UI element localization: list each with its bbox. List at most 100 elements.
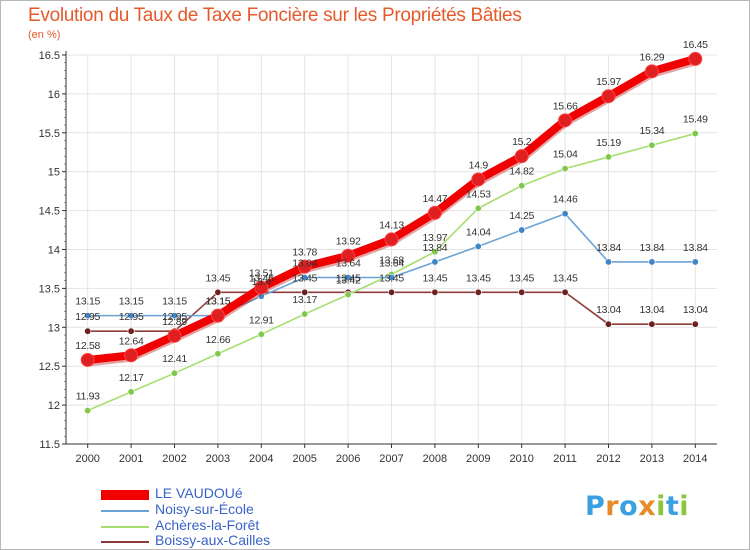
data-point-acheres-la-foret xyxy=(691,130,699,138)
data-label-noisy-sur-ecole: 13.84 xyxy=(596,242,621,254)
data-label-acheres-la-foret: 13.17 xyxy=(292,294,317,306)
data-point-noisy-sur-ecole xyxy=(691,258,699,266)
data-label-boissy-aux-cailles: 12.95 xyxy=(75,311,100,323)
data-point-noisy-sur-ecole xyxy=(561,210,569,218)
data-label-le-vaudoue: 15.2 xyxy=(512,136,532,148)
x-tick-label: 2013 xyxy=(640,453,664,465)
data-label-noisy-sur-ecole: 13.15 xyxy=(75,296,100,308)
y-tick-label: 14 xyxy=(48,245,60,257)
data-label-noisy-sur-ecole: 13.84 xyxy=(640,242,665,254)
legend-swatch-noisy-sur-ecole xyxy=(101,510,149,512)
data-point-le-vaudoue xyxy=(471,172,486,187)
x-tick-label: 2007 xyxy=(379,453,403,465)
data-label-boissy-aux-cailles: 13.45 xyxy=(553,272,578,284)
data-point-boissy-aux-cailles xyxy=(604,320,612,328)
chart-title: Evolution du Taux de Taxe Foncière sur l… xyxy=(28,5,522,26)
data-point-le-vaudoue xyxy=(210,308,225,323)
x-tick-label: 2005 xyxy=(292,453,316,465)
data-label-boissy-aux-cailles: 13.45 xyxy=(206,272,231,284)
data-point-boissy-aux-cailles xyxy=(561,288,569,296)
data-point-acheres-la-foret xyxy=(84,407,92,415)
data-point-le-vaudoue xyxy=(427,205,442,220)
data-label-boissy-aux-cailles: 13.45 xyxy=(423,272,448,284)
data-point-boissy-aux-cailles xyxy=(387,288,395,296)
data-label-noisy-sur-ecole: 13.15 xyxy=(206,296,231,308)
chart-subtitle: (en %) xyxy=(28,29,61,41)
data-point-noisy-sur-ecole xyxy=(127,312,135,320)
data-label-le-vaudoue: 14.13 xyxy=(379,219,404,231)
data-point-boissy-aux-cailles xyxy=(214,288,222,296)
data-label-le-vaudoue: 15.66 xyxy=(553,100,578,112)
y-tick-label: 12 xyxy=(48,400,60,412)
data-label-le-vaudoue: 13.51 xyxy=(249,268,274,280)
x-tick-label: 2003 xyxy=(206,453,230,465)
data-point-boissy-aux-cailles xyxy=(84,327,92,335)
data-label-acheres-la-foret: 12.66 xyxy=(206,334,231,346)
legend-label-noisy-sur-ecole: Noisy-sur-École xyxy=(155,501,254,517)
data-point-le-vaudoue xyxy=(384,232,399,247)
data-label-noisy-sur-ecole: 13.64 xyxy=(379,258,404,270)
y-tick-label: 11.5 xyxy=(39,439,60,451)
data-label-boissy-aux-cailles: 13.04 xyxy=(640,304,665,316)
data-point-le-vaudoue xyxy=(167,328,182,343)
data-point-boissy-aux-cailles xyxy=(474,288,482,296)
data-label-noisy-sur-ecole: 14.46 xyxy=(553,194,578,206)
y-tick-label: 16 xyxy=(48,89,60,101)
data-label-le-vaudoue: 14.47 xyxy=(423,193,448,205)
data-point-le-vaudoue xyxy=(514,149,529,164)
logo-letter: r xyxy=(605,491,620,522)
data-label-acheres-la-foret: 15.49 xyxy=(683,114,708,126)
data-point-acheres-la-foret xyxy=(518,182,526,190)
data-label-le-vaudoue: 16.45 xyxy=(683,39,708,51)
legend-label-acheres-la-foret: Achères-la-Forêt xyxy=(155,517,260,533)
data-label-acheres-la-foret: 14.82 xyxy=(509,166,534,178)
data-point-noisy-sur-ecole xyxy=(431,258,439,266)
legend-swatch-acheres-la-foret xyxy=(101,526,149,528)
legend-swatch-boissy-aux-cailles xyxy=(101,541,149,543)
data-point-boissy-aux-cailles xyxy=(127,327,135,335)
data-label-noisy-sur-ecole: 13.84 xyxy=(683,242,708,254)
data-label-boissy-aux-cailles: 13.45 xyxy=(379,272,404,284)
legend-label-le-vaudoue: LE VAUDOUé xyxy=(155,485,243,501)
data-point-boissy-aux-cailles xyxy=(431,288,439,296)
data-point-noisy-sur-ecole xyxy=(648,258,656,266)
data-label-noisy-sur-ecole: 13.84 xyxy=(423,242,448,254)
data-point-acheres-la-foret xyxy=(127,388,135,396)
data-label-acheres-la-foret: 13.42 xyxy=(336,275,361,287)
data-point-boissy-aux-cailles xyxy=(301,288,309,296)
data-label-le-vaudoue: 13.15 xyxy=(206,296,231,308)
data-point-acheres-la-foret xyxy=(648,141,656,149)
data-point-acheres-la-foret xyxy=(604,153,612,161)
data-point-le-vaudoue xyxy=(341,248,356,263)
proxiti-logo: Proxiti xyxy=(585,491,689,522)
data-label-boissy-aux-cailles: 13.45 xyxy=(336,272,361,284)
data-point-boissy-aux-cailles xyxy=(518,288,526,296)
x-tick-label: 2002 xyxy=(162,453,186,465)
data-label-noisy-sur-ecole: 14.04 xyxy=(466,226,491,238)
x-tick-label: 2000 xyxy=(75,453,99,465)
data-point-noisy-sur-ecole xyxy=(387,274,395,282)
x-tick-label: 2006 xyxy=(336,453,360,465)
data-label-le-vaudoue: 13.92 xyxy=(336,236,361,248)
y-tick-label: 13 xyxy=(48,322,60,334)
data-point-le-vaudoue xyxy=(80,352,95,367)
x-tick-label: 2001 xyxy=(119,453,143,465)
data-point-le-vaudoue xyxy=(124,348,139,363)
x-tick-label: 2004 xyxy=(249,453,273,465)
data-point-le-vaudoue xyxy=(688,51,703,66)
data-point-acheres-la-foret xyxy=(344,291,352,299)
data-label-noisy-sur-ecole: 13.15 xyxy=(162,296,187,308)
data-point-acheres-la-foret xyxy=(171,369,179,377)
x-tick-label: 2008 xyxy=(423,453,447,465)
data-label-acheres-la-foret: 13.68 xyxy=(379,254,404,266)
data-point-acheres-la-foret xyxy=(214,350,222,358)
data-point-acheres-la-foret xyxy=(474,204,482,212)
data-point-noisy-sur-ecole xyxy=(344,274,352,282)
data-label-le-vaudoue: 12.89 xyxy=(162,316,187,328)
y-tick-label: 14.5 xyxy=(39,206,60,218)
x-tick-label: 2014 xyxy=(683,453,707,465)
data-label-boissy-aux-cailles: 13.45 xyxy=(509,272,534,284)
data-label-boissy-aux-cailles: 13.04 xyxy=(596,304,621,316)
